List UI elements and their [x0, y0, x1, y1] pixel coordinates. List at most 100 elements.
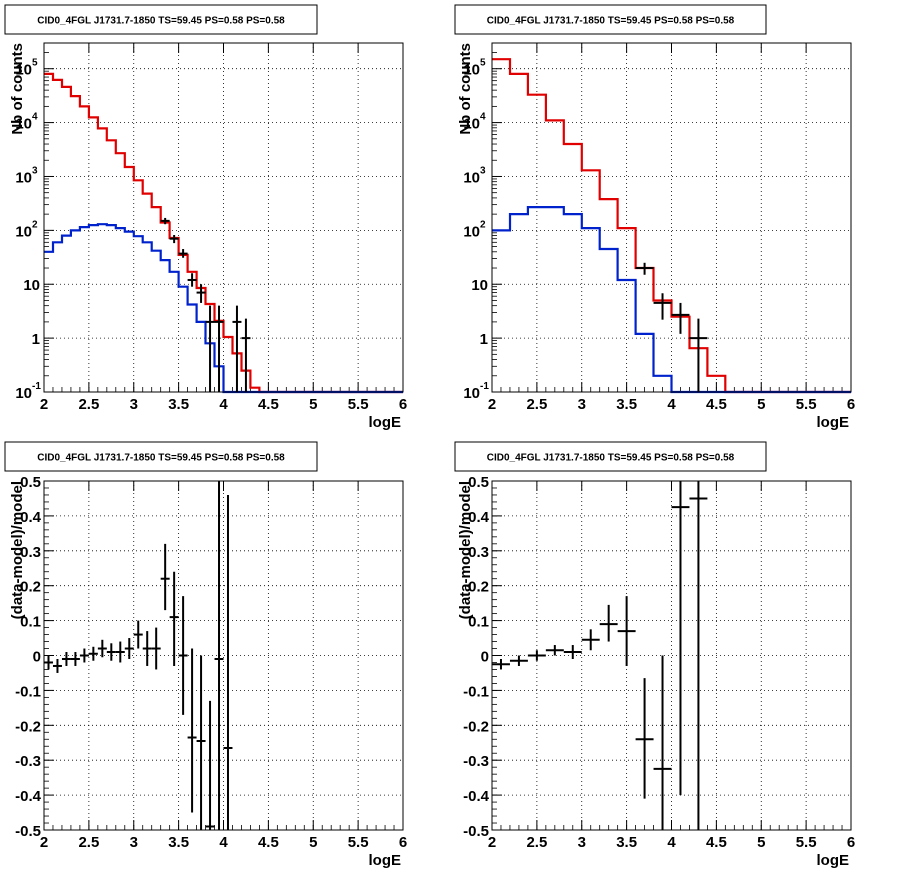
- x-tick-label: 2: [488, 396, 496, 413]
- data-point: [653, 293, 672, 320]
- data-point: [563, 645, 582, 659]
- y-tick-base: 10: [463, 116, 480, 133]
- title-box: [4, 441, 318, 472]
- y-tick-base: 1: [32, 331, 40, 348]
- chart-title: CID0_4FGL J1731.7-1850 TS=59.45 PS=0.58 …: [487, 16, 735, 27]
- data-point: [545, 645, 564, 656]
- plot-frame-top: [491, 480, 852, 831]
- y-tick-label: 10 2: [15, 219, 38, 240]
- data-point: [52, 658, 62, 673]
- y-tick-base: 10: [15, 223, 32, 240]
- y-tick-label: 0.2: [20, 579, 41, 596]
- data-point: [599, 604, 618, 642]
- title-box: [454, 441, 767, 472]
- data-point: [635, 678, 654, 799]
- data-point: [223, 494, 233, 830]
- x-axis-title: logE: [817, 852, 850, 869]
- y-tick-exponent: 4: [32, 112, 38, 123]
- y-tick-label: 0.4: [20, 509, 42, 526]
- x-tick-label: 6: [399, 396, 407, 413]
- x-tick-label: 6: [847, 396, 855, 413]
- data-point: [88, 646, 98, 661]
- x-tick-label: 2.5: [526, 396, 547, 413]
- y-tick-base: 10: [15, 116, 32, 133]
- x-tick-label: 3: [130, 834, 138, 851]
- plot-frame: [43, 480, 404, 831]
- data-point: [151, 627, 161, 670]
- y-tick-label: 0.1: [20, 614, 41, 631]
- data-point: [124, 638, 134, 659]
- y-tick-label: 0.4: [468, 509, 490, 526]
- y-tick-label: -0.4: [463, 788, 490, 805]
- x-tick-label: 4: [667, 834, 676, 851]
- data-point: [79, 648, 89, 663]
- residuals-panel-fine-bins: CID0_4FGL J1731.7-1850 TS=59.45 PS=0.58 …: [4, 441, 407, 869]
- x-tick-label: 6: [399, 834, 407, 851]
- x-tick-label: 4: [219, 834, 228, 851]
- data-point: [214, 481, 224, 830]
- x-tick-label: 2.5: [78, 396, 99, 413]
- plot-frame: [491, 42, 852, 393]
- data-point: [187, 273, 197, 287]
- y-tick-label: 10: [23, 277, 40, 294]
- y-tick-exponent: 2: [32, 219, 38, 230]
- y-tick-label: -0.1: [15, 683, 41, 700]
- y-tick-label: 10 -1: [463, 381, 489, 402]
- y-tick-label: 0.3: [20, 544, 41, 561]
- y-tick-label: -0.5: [15, 823, 41, 840]
- x-tick-label: 2: [40, 834, 48, 851]
- x-axis-title: logE: [369, 852, 402, 869]
- y-tick-label: 1: [480, 331, 488, 348]
- data-point: [178, 249, 188, 258]
- y-tick-label: -0.3: [15, 753, 41, 770]
- x-tick-label: 6: [847, 834, 855, 851]
- y-tick-label: 10: [471, 277, 488, 294]
- y-tick-label: 10 5: [15, 58, 38, 79]
- y-tick-base: 10: [463, 223, 480, 240]
- x-tick-label: 3: [130, 396, 138, 413]
- x-tick-label: 3: [578, 834, 586, 851]
- y-tick-label: -0.5: [463, 823, 489, 840]
- data-point: [205, 305, 215, 392]
- y-axis-title: (data-model)/model: [9, 481, 26, 619]
- y-tick-label: -0.3: [463, 753, 489, 770]
- x-tick-label: 4: [667, 396, 676, 413]
- x-tick-label: 5.5: [796, 834, 817, 851]
- y-tick-label: 0.5: [468, 474, 489, 491]
- x-tick-label: 2.5: [78, 834, 99, 851]
- data-point: [689, 318, 708, 392]
- x-tick-label: 4.5: [706, 834, 727, 851]
- data-point: [617, 596, 636, 666]
- x-axis-title: logE: [369, 414, 402, 431]
- residuals-panel-coarse-bins: CID0_4FGL J1731.7-1850 TS=59.45 PS=0.58 …: [454, 441, 855, 869]
- counts-panel-coarse-bins: CID0_4FGL J1731.7-1850 TS=59.45 PS=0.58 …: [454, 4, 855, 431]
- y-tick-label: 0.5: [20, 474, 41, 491]
- x-tick-label: 3.5: [616, 396, 637, 413]
- y-tick-label: 10 5: [463, 58, 486, 79]
- data-point: [44, 655, 53, 670]
- y-tick-exponent: 3: [480, 165, 486, 176]
- y-tick-label: 0: [481, 649, 489, 666]
- data-point: [160, 543, 170, 611]
- x-tick-label: 3.5: [168, 396, 189, 413]
- data-point: [214, 305, 224, 392]
- y-tick-exponent: -1: [32, 381, 41, 392]
- data-point: [581, 629, 600, 651]
- data-point: [527, 650, 546, 661]
- data-point: [671, 481, 690, 796]
- y-tick-exponent: 5: [480, 58, 486, 69]
- y-tick-label: -0.1: [463, 683, 489, 700]
- data-point: [689, 481, 708, 830]
- y-tick-base: 10: [463, 62, 480, 79]
- x-tick-label: 5: [309, 834, 317, 851]
- x-tick-label: 3.5: [168, 834, 189, 851]
- y-tick-base: 10: [463, 385, 480, 402]
- data-point: [671, 302, 690, 334]
- data-point: [635, 262, 654, 275]
- data-point: [160, 217, 170, 225]
- title-box: [454, 4, 767, 35]
- y-tick-label: 10 4: [463, 112, 486, 133]
- x-tick-label: 4.5: [706, 396, 727, 413]
- y-tick-label: 10 4: [15, 112, 38, 133]
